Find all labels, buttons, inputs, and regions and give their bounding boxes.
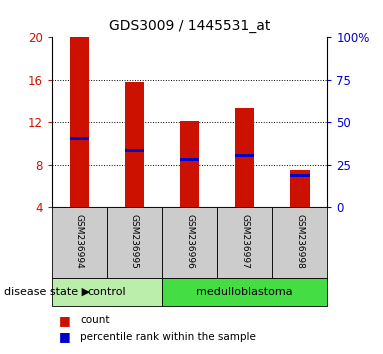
Text: percentile rank within the sample: percentile rank within the sample: [80, 332, 256, 342]
Bar: [162, 278, 327, 306]
Bar: [290, 170, 309, 207]
Bar: [290, 174, 309, 177]
Text: GSM236994: GSM236994: [75, 214, 84, 268]
Title: GDS3009 / 1445531_at: GDS3009 / 1445531_at: [109, 19, 270, 33]
Bar: [180, 121, 199, 207]
Text: control: control: [88, 287, 126, 297]
Text: ■: ■: [59, 314, 71, 327]
Bar: [125, 149, 144, 152]
Text: GSM236995: GSM236995: [130, 213, 139, 269]
Bar: [235, 154, 254, 156]
Bar: [70, 37, 89, 207]
Bar: [217, 207, 272, 278]
Text: disease state ▶: disease state ▶: [4, 287, 90, 297]
Bar: [272, 207, 327, 278]
Bar: [52, 207, 107, 278]
Text: count: count: [80, 315, 110, 325]
Bar: [52, 278, 162, 306]
Bar: [235, 108, 254, 207]
Text: GSM236996: GSM236996: [185, 213, 194, 269]
Bar: [162, 207, 217, 278]
Text: medulloblastoma: medulloblastoma: [196, 287, 293, 297]
Bar: [107, 207, 162, 278]
Bar: [180, 158, 199, 161]
Bar: [70, 137, 89, 139]
Bar: [125, 82, 144, 207]
Text: GSM236998: GSM236998: [295, 213, 304, 269]
Text: ■: ■: [59, 331, 71, 343]
Text: GSM236997: GSM236997: [240, 213, 249, 269]
